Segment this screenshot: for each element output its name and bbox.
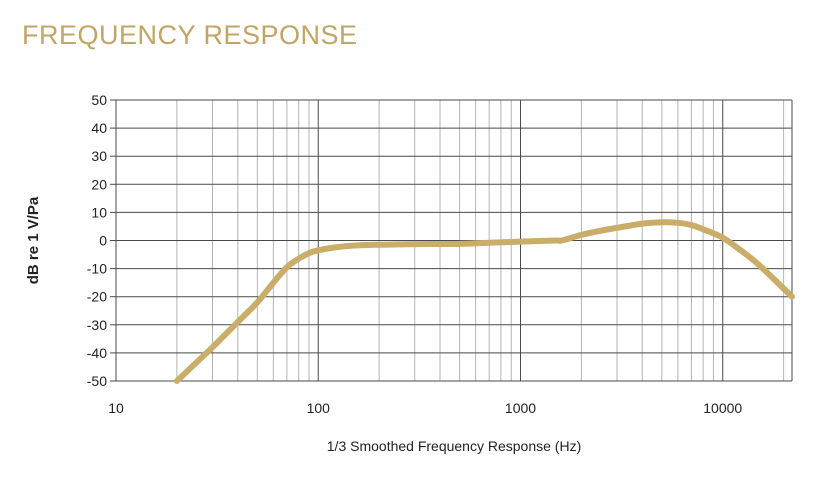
y-axis-ticks: 50 40 30 20 10 0 -10 -20 -30 -40 -50 (87, 92, 116, 389)
y-tick-label: -10 (87, 261, 107, 277)
y-tick-label: -40 (87, 345, 107, 361)
x-tick-label: 10000 (703, 400, 742, 416)
y-tick-label: -30 (87, 317, 107, 333)
x-tick-label: 100 (307, 400, 331, 416)
y-tick-label: 30 (91, 148, 107, 164)
y-tick-label: 0 (99, 233, 107, 249)
y-tick-label: -50 (87, 373, 107, 389)
y-tick-label: -20 (87, 289, 107, 305)
frequency-response-curve (173, 219, 795, 384)
y-tick-label: 10 (91, 204, 107, 220)
page-title: FREQUENCY RESPONSE (22, 20, 358, 50)
y-axis-label: dB re 1 V/Pa (25, 196, 42, 284)
x-tick-label: 1000 (505, 400, 536, 416)
x-tick-label: 10 (108, 400, 124, 416)
y-tick-label: 20 (91, 176, 107, 192)
x-axis-ticks: 10 100 1000 10000 (108, 400, 742, 416)
y-tick-label: 40 (91, 120, 107, 136)
x-axis-label: 1/3 Smoothed Frequency Response (Hz) (327, 438, 581, 454)
y-tick-label: 50 (91, 92, 107, 108)
